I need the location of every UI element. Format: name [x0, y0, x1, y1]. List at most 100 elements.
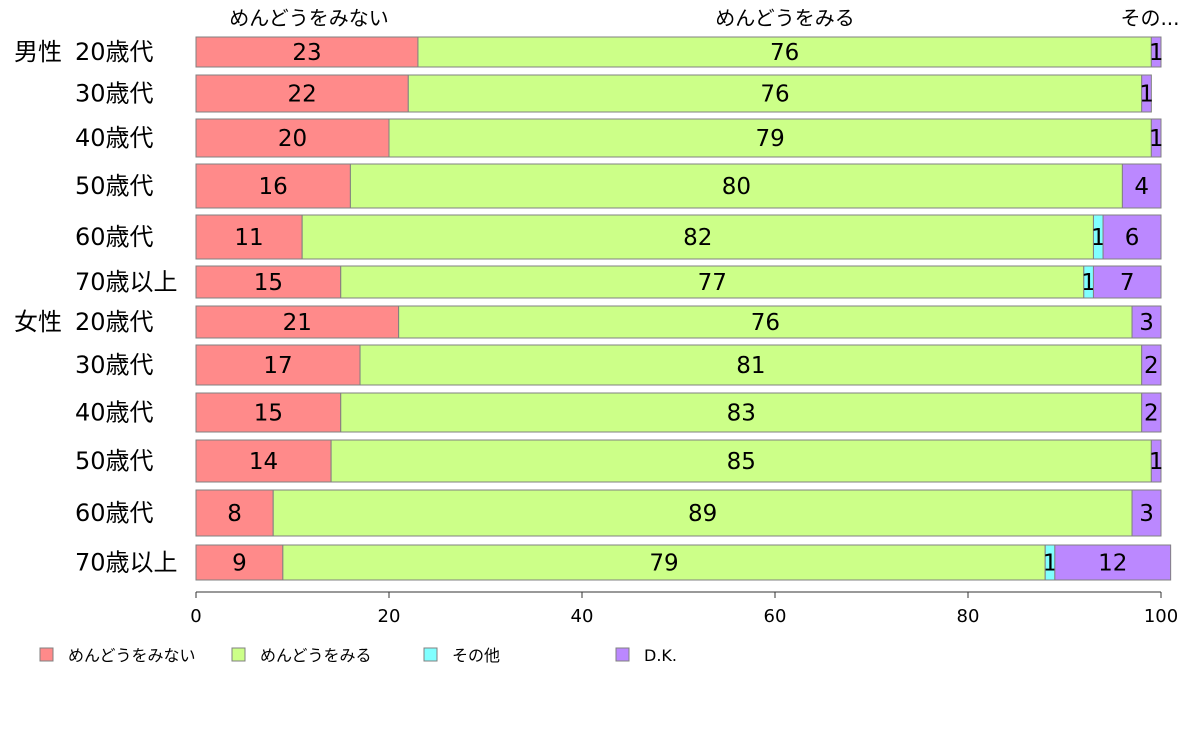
- data-label: 21: [283, 310, 312, 336]
- bar-segment: [1150, 36, 1162, 68]
- top-header-label: めんどうをみる: [715, 6, 854, 30]
- row-label: 60歳代: [75, 499, 154, 527]
- x-tick-label: 20: [378, 606, 401, 627]
- data-label: 3: [1139, 310, 1154, 336]
- data-label: 4: [1134, 174, 1149, 200]
- row-label: 70歳以上: [75, 549, 178, 577]
- bar-segment: [195, 118, 390, 158]
- top-labels: めんどうをみない めんどうをみる その...: [229, 6, 1179, 30]
- data-label: 14: [249, 449, 278, 475]
- data-label: 76: [751, 310, 780, 336]
- data-label: 1: [1043, 551, 1058, 577]
- legend: めんどうをみない めんどうをみる その他 D.K.: [39, 646, 677, 665]
- x-tick-label: 40: [571, 606, 594, 627]
- bar-segment: [272, 489, 1133, 537]
- legend-label: めんどうをみない: [68, 646, 196, 665]
- data-label: 17: [263, 353, 292, 379]
- x-axis: 0 20 40 60 80 100: [190, 591, 1178, 627]
- data-label: 1: [1139, 82, 1154, 108]
- row-label: 40歳代: [75, 399, 154, 427]
- row-label: 50歳代: [75, 447, 154, 475]
- bar-segment: [1131, 489, 1162, 537]
- row-label: 60歳代: [75, 223, 154, 251]
- data-label: 12: [1098, 551, 1127, 577]
- top-header-label: その...: [1120, 6, 1179, 30]
- bar-segment: [195, 439, 332, 483]
- bar-segment: [195, 36, 419, 68]
- row-label: 20歳代: [75, 38, 154, 66]
- x-tick-label: 0: [190, 606, 201, 627]
- row-label: 40歳代: [75, 124, 154, 152]
- data-label: 76: [770, 40, 799, 66]
- bar-segment: [195, 392, 342, 433]
- bar-segment: [1141, 392, 1162, 433]
- bar-segment: [359, 344, 1143, 386]
- data-label: 6: [1125, 225, 1140, 251]
- bar-segment: [195, 344, 361, 386]
- data-label: 23: [292, 40, 321, 66]
- bar-segment: [388, 118, 1152, 158]
- bar-segment: [1092, 265, 1162, 299]
- data-label: 83: [727, 401, 756, 427]
- group-label: 女性: [14, 308, 62, 336]
- row-labels: 20歳代 30歳代 40歳代 50歳代 60歳代 70歳以上 20歳代 30歳代 40歳代 50歳…: [14, 38, 178, 577]
- bars: 23 76 122 76 120 79 116 80 411 82 1 615 77 1 721 76 317 8…: [195, 36, 1172, 581]
- data-label: 7: [1120, 270, 1135, 296]
- x-tick-label: 80: [957, 606, 980, 627]
- bar-segment: [282, 544, 1046, 581]
- data-label: 8: [227, 501, 242, 527]
- data-label: 22: [288, 82, 317, 108]
- data-label: 82: [683, 225, 712, 251]
- data-label: 76: [760, 82, 789, 108]
- bar-segment: [417, 36, 1152, 68]
- bar-segment: [195, 305, 400, 339]
- data-label: 16: [259, 174, 288, 200]
- bar-segment: [1150, 118, 1162, 158]
- legend-swatch: [423, 647, 438, 662]
- data-label: 15: [254, 270, 283, 296]
- data-label: 2: [1144, 353, 1159, 379]
- data-label: 2: [1144, 401, 1159, 427]
- data-label: 1: [1149, 449, 1164, 475]
- x-tick-label: 60: [764, 606, 787, 627]
- legend-swatch: [39, 647, 54, 662]
- data-label: 1: [1091, 225, 1106, 251]
- bar-segment: [195, 544, 284, 581]
- bar-segment: [195, 265, 342, 299]
- data-label: 89: [688, 501, 717, 527]
- data-label: 3: [1139, 501, 1154, 527]
- legend-swatch: [615, 647, 630, 662]
- data-label: 79: [756, 126, 785, 152]
- bar-segment: [195, 163, 351, 209]
- data-label: 15: [254, 401, 283, 427]
- row-label: 30歳代: [75, 351, 154, 379]
- data-label: 85: [727, 449, 756, 475]
- top-header-label: めんどうをみない: [229, 6, 388, 30]
- bar-segment: [301, 214, 1094, 260]
- bar-segment: [1102, 214, 1162, 260]
- data-label: 11: [234, 225, 263, 251]
- row-label: 20歳代: [75, 308, 154, 336]
- data-label: 77: [698, 270, 727, 296]
- data-label: 1: [1149, 40, 1164, 66]
- bar-segment: [340, 392, 1143, 433]
- bar-segment: [1054, 544, 1172, 581]
- legend-swatch: [231, 647, 246, 662]
- data-label: 9: [232, 551, 247, 577]
- x-tick-label: 100: [1144, 606, 1178, 627]
- bar-segment: [1131, 305, 1162, 339]
- bar-segment: [1141, 74, 1152, 113]
- data-label: 80: [722, 174, 751, 200]
- data-label: 20: [278, 126, 307, 152]
- data-label: 79: [649, 551, 678, 577]
- row-label: 50歳代: [75, 172, 154, 200]
- legend-label: D.K.: [644, 646, 677, 665]
- row-label: 70歳以上: [75, 268, 178, 296]
- data-label: 81: [736, 353, 765, 379]
- bar-segment: [1150, 439, 1162, 483]
- data-label: 1: [1081, 270, 1096, 296]
- bar-segment: [1121, 163, 1162, 209]
- bar-segment: [330, 439, 1152, 483]
- bar-segment: [398, 305, 1133, 339]
